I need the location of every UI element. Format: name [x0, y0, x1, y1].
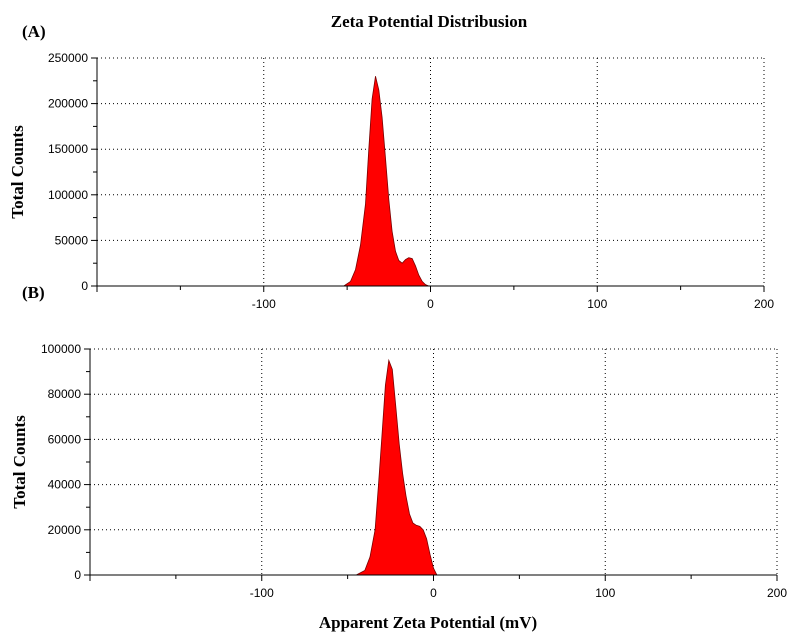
- panel-a-y-tick-label: 50000: [55, 233, 89, 247]
- panel-a: -100 0 100 200 0 50000 100000 150000 200000 25000…: [8, 22, 774, 311]
- panel-b-y-axis-label: Total Counts: [10, 415, 29, 509]
- panel-a-label: (A): [22, 22, 46, 41]
- panel-b-y-tick-label: 80000: [48, 387, 82, 401]
- panel-a-x-tick-label: 100: [587, 297, 607, 311]
- panel-a-y-tick-label: 100000: [48, 188, 88, 202]
- panel-a-y-tick-label: 150000: [48, 142, 88, 156]
- panel-b-y-tick-label: 60000: [48, 432, 82, 446]
- panel-b-x-tick-label: 100: [595, 586, 615, 600]
- panel-a-x-tick-label: 200: [754, 297, 774, 311]
- panel-b-x-tick-label: 200: [767, 586, 787, 600]
- figure-x-axis-label: Apparent Zeta Potential (mV): [319, 613, 537, 632]
- panel-a-y-tick-label: 0: [81, 279, 88, 293]
- panel-b-label: (B): [22, 283, 45, 302]
- panel-b-y-tick-label: 100000: [41, 342, 81, 356]
- panel-b-x-tick-label: -100: [250, 586, 274, 600]
- panel-a-x-tick-label: -100: [252, 297, 276, 311]
- panel-a-y-axis-label: Total Counts: [8, 125, 27, 219]
- panel-a-x-tick-label: 0: [427, 297, 434, 311]
- panel-b-y-tick-label: 40000: [48, 478, 82, 492]
- panel-b-y-tick-label: 20000: [48, 523, 82, 537]
- panel-a-y-tick-label: 200000: [48, 97, 88, 111]
- panel-b-x-tick-label: 0: [430, 586, 437, 600]
- panel-b: -100 0 100 200 0 20000 40000 60000 80000 100000 To…: [10, 283, 787, 600]
- panel-b-distribution-area: [356, 358, 438, 576]
- figure-title: Zeta Potential Distribusion: [331, 12, 528, 31]
- panel-b-y-tick-label: 0: [74, 568, 81, 582]
- panel-a-y-tick-label: 250000: [48, 51, 88, 65]
- panel-a-distribution-area: [342, 76, 429, 287]
